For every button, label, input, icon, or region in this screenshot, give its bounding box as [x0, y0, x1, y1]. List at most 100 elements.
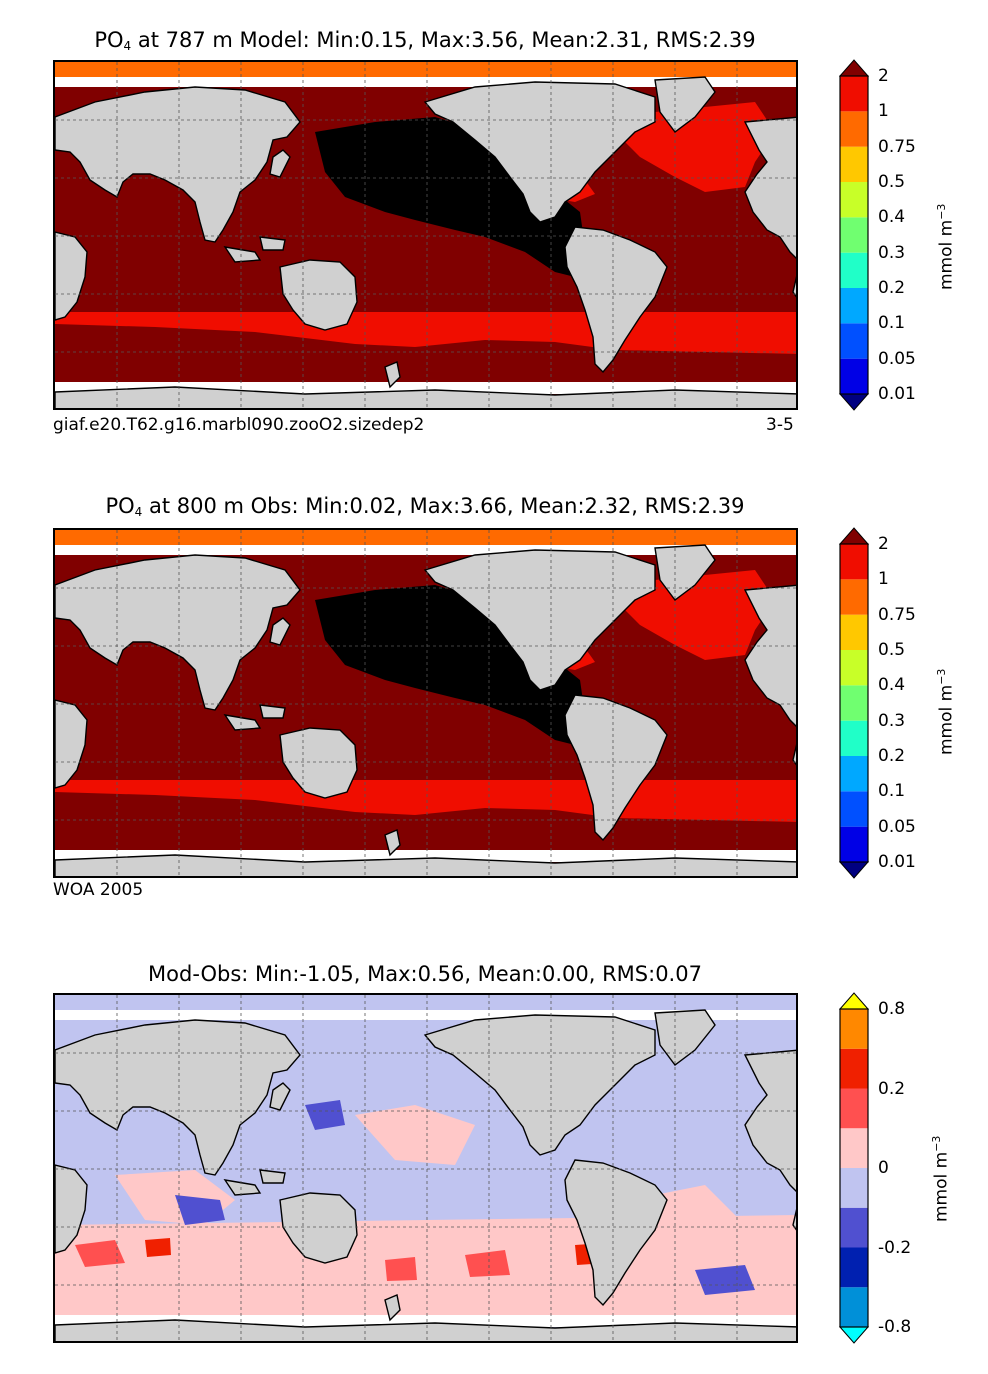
diff-colorbar-label: mmol m−3 [930, 1135, 952, 1222]
field-region [55, 62, 796, 80]
colorbar-tick-label: 0.3 [878, 710, 906, 731]
obs-title: PO4 at 800 m Obs: Min:0.02, Max:3.66, Me… [105, 494, 745, 519]
land-mass [384, 1294, 401, 1322]
land-mass [55, 699, 88, 789]
field-region [625, 570, 775, 660]
land-mass [259, 236, 286, 251]
diff-map [53, 993, 798, 1343]
colorbar-svg [838, 527, 870, 879]
colorbar-segment [840, 1088, 868, 1129]
colorbar-extend-max [838, 527, 870, 545]
map-svg [55, 995, 796, 1341]
land-mass [269, 149, 291, 178]
colorbar-tick-label: 0.75 [878, 604, 916, 625]
colorbar-segment [840, 1168, 868, 1208]
colorbar-tick-label: 0.4 [878, 207, 906, 228]
colorbar-segment [840, 1247, 868, 1288]
land-mass [743, 116, 796, 259]
land-mass [792, 1209, 796, 1231]
colorbar-tick-label: 0.2 [878, 1078, 906, 1099]
land-mass [55, 231, 88, 321]
land-mass [423, 81, 656, 223]
colorbar-tick-label: 0.4 [878, 675, 906, 696]
field-region [55, 530, 796, 548]
land-mass [55, 1019, 301, 1176]
colorbar-tick-label: 0.3 [878, 242, 906, 263]
colorbar-tick-label: -0.2 [878, 1237, 912, 1258]
colorbar-frame [839, 75, 869, 395]
land-mass [743, 584, 796, 727]
graticule [55, 530, 796, 876]
obs-map [53, 528, 798, 878]
colorbar-segment [840, 650, 868, 686]
land [55, 544, 796, 876]
colorbar-tick-label: 0.5 [878, 640, 906, 660]
colorbar-extend-min [838, 1326, 870, 1344]
field-region [355, 1105, 475, 1165]
map-svg [55, 62, 796, 408]
colorbar-tick-label: 0.2 [878, 746, 906, 766]
nodata-band-north [55, 77, 796, 87]
land-mass [55, 854, 796, 876]
colorbar-segment [840, 288, 868, 324]
land [55, 1009, 796, 1341]
model-caption-years: 3-5 [766, 415, 794, 435]
colorbar-segment [840, 146, 868, 182]
land [55, 76, 796, 408]
colorbar-tick-label: 0.5 [878, 172, 906, 192]
land-mass [384, 361, 401, 389]
land-mass [564, 226, 668, 374]
field-region [655, 1185, 745, 1255]
colorbar-tick-label: 0.05 [878, 816, 916, 837]
field-region [75, 1240, 125, 1267]
colorbar-segment [840, 76, 868, 112]
land-mass [792, 276, 796, 298]
colorbar-tick-label: 0.1 [878, 781, 906, 802]
land-mass [743, 1049, 796, 1192]
field-region [465, 1250, 510, 1277]
colorbar-frame [839, 1008, 869, 1328]
colorbar-segment [840, 358, 868, 394]
colorbar-segment [840, 252, 868, 288]
colorbar-segment [840, 1207, 868, 1248]
colorbar-segment [840, 791, 868, 827]
colorbar-tick-label: 0.1 [878, 313, 906, 334]
land-mass [564, 1159, 668, 1307]
colorbar-frame [839, 543, 869, 863]
land-mass [223, 1179, 262, 1196]
colorbar-tick-label: -0.8 [878, 1317, 912, 1337]
colorbar-segment [840, 1128, 868, 1168]
colorbar-tick-label: 1 [878, 569, 889, 590]
colorbar-tick-label: 2 [878, 534, 889, 554]
graticule [55, 62, 796, 408]
colorbar-svg [838, 59, 870, 411]
land-mass [279, 727, 358, 799]
colorbar-segment [840, 1009, 868, 1049]
land-mass [259, 1169, 286, 1184]
field-region [625, 102, 775, 192]
colorbar-tick-label: 2 [878, 66, 889, 86]
land-mass [269, 1082, 291, 1111]
colorbar-tick-label: 0.8 [878, 999, 906, 1019]
colorbar-extend-max [838, 59, 870, 77]
colorbar-tick-label: 0.01 [878, 384, 916, 404]
diff-colorbar [838, 992, 870, 1344]
colorbar-segment [840, 614, 868, 650]
obs-colorbar-label: mmol m−3 [935, 668, 957, 755]
colorbar-segment [840, 544, 868, 580]
colorbar-segment [840, 579, 868, 615]
colorbar-segment [840, 323, 868, 359]
colorbar-segment [840, 1287, 868, 1327]
colorbar-tick-label: 0.2 [878, 278, 906, 298]
land-mass [384, 829, 401, 857]
model-colorbar [838, 59, 870, 411]
land-mass [279, 1192, 358, 1264]
land-mass [259, 704, 286, 719]
field-region [385, 1257, 417, 1281]
land-mass [792, 744, 796, 766]
model-title: PO4 at 787 m Model: Min:0.15, Max:3.56, … [94, 28, 756, 53]
colorbar-svg [838, 992, 870, 1344]
colorbar-extend-min [838, 861, 870, 879]
colorbar-segment [840, 182, 868, 218]
colorbar-extend-max [838, 992, 870, 1010]
